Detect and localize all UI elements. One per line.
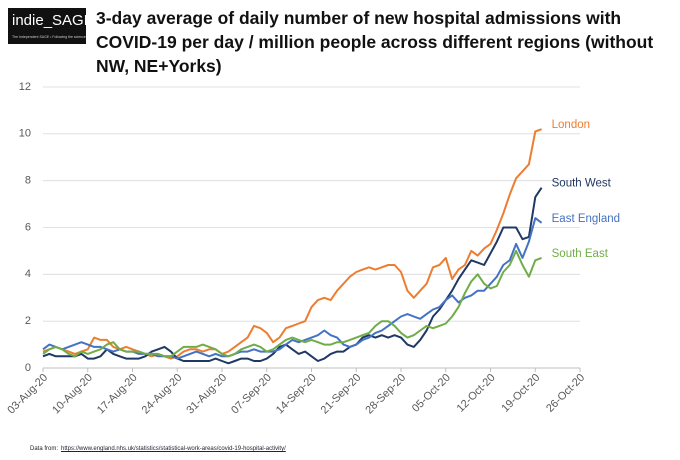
x-tick-label: 24-Aug-20 (140, 372, 185, 417)
y-tick-label: 12 (19, 81, 31, 93)
series-line (42, 128, 542, 360)
y-tick-label: 4 (25, 268, 31, 280)
y-tick-label: 6 (25, 221, 31, 233)
series-label: London (552, 119, 590, 131)
y-tick-label: 8 (25, 175, 31, 187)
logo-name: indie_SAGE (12, 12, 94, 29)
x-tick-label: 07-Sep-20 (229, 372, 274, 417)
x-tick-label: 12-Oct-20 (455, 372, 498, 415)
x-tick-label: 05-Oct-20 (410, 372, 453, 415)
series-label: East England (552, 213, 620, 225)
series-label: South West (552, 178, 612, 190)
source: Data from: https://www.england.nhs.uk/sta… (30, 446, 286, 452)
x-tick-label: 17-Aug-20 (95, 372, 140, 417)
x-tick-label: 28-Sep-20 (363, 372, 408, 417)
x-tick-label: 21-Sep-20 (319, 372, 364, 417)
y-tick-label: 2 (25, 315, 31, 327)
logo: indie_SAGE The Independent SAGE • Follow… (8, 8, 94, 44)
chart-title: 3-day average of daily number of new hos… (96, 8, 654, 76)
x-tick-label: 14-Sep-20 (274, 372, 319, 417)
x-tick-label: 19-Oct-20 (499, 372, 542, 415)
source-url[interactable]: https://www.england.nhs.uk/statistics/st… (61, 446, 286, 452)
y-tick-label: 10 (19, 128, 31, 140)
y-tick-label: 0 (25, 362, 31, 374)
x-tick-label: 03-Aug-20 (5, 372, 50, 417)
logo-tagline: The Independent SAGE • Following the sci… (12, 35, 86, 39)
series-line (42, 249, 542, 358)
x-tick-label: 31-Aug-20 (184, 372, 229, 417)
source-label: Data from: (30, 446, 59, 452)
series-line (42, 187, 543, 365)
x-tick-label: 26-Oct-20 (544, 372, 587, 415)
series-label: South East (552, 248, 609, 260)
x-tick-label: 10-Aug-20 (50, 372, 95, 417)
chart: 0 2 4 6 8 10 12 03-Aug-20 10-Aug-20 17-Aug-20 24-A… (5, 81, 620, 417)
